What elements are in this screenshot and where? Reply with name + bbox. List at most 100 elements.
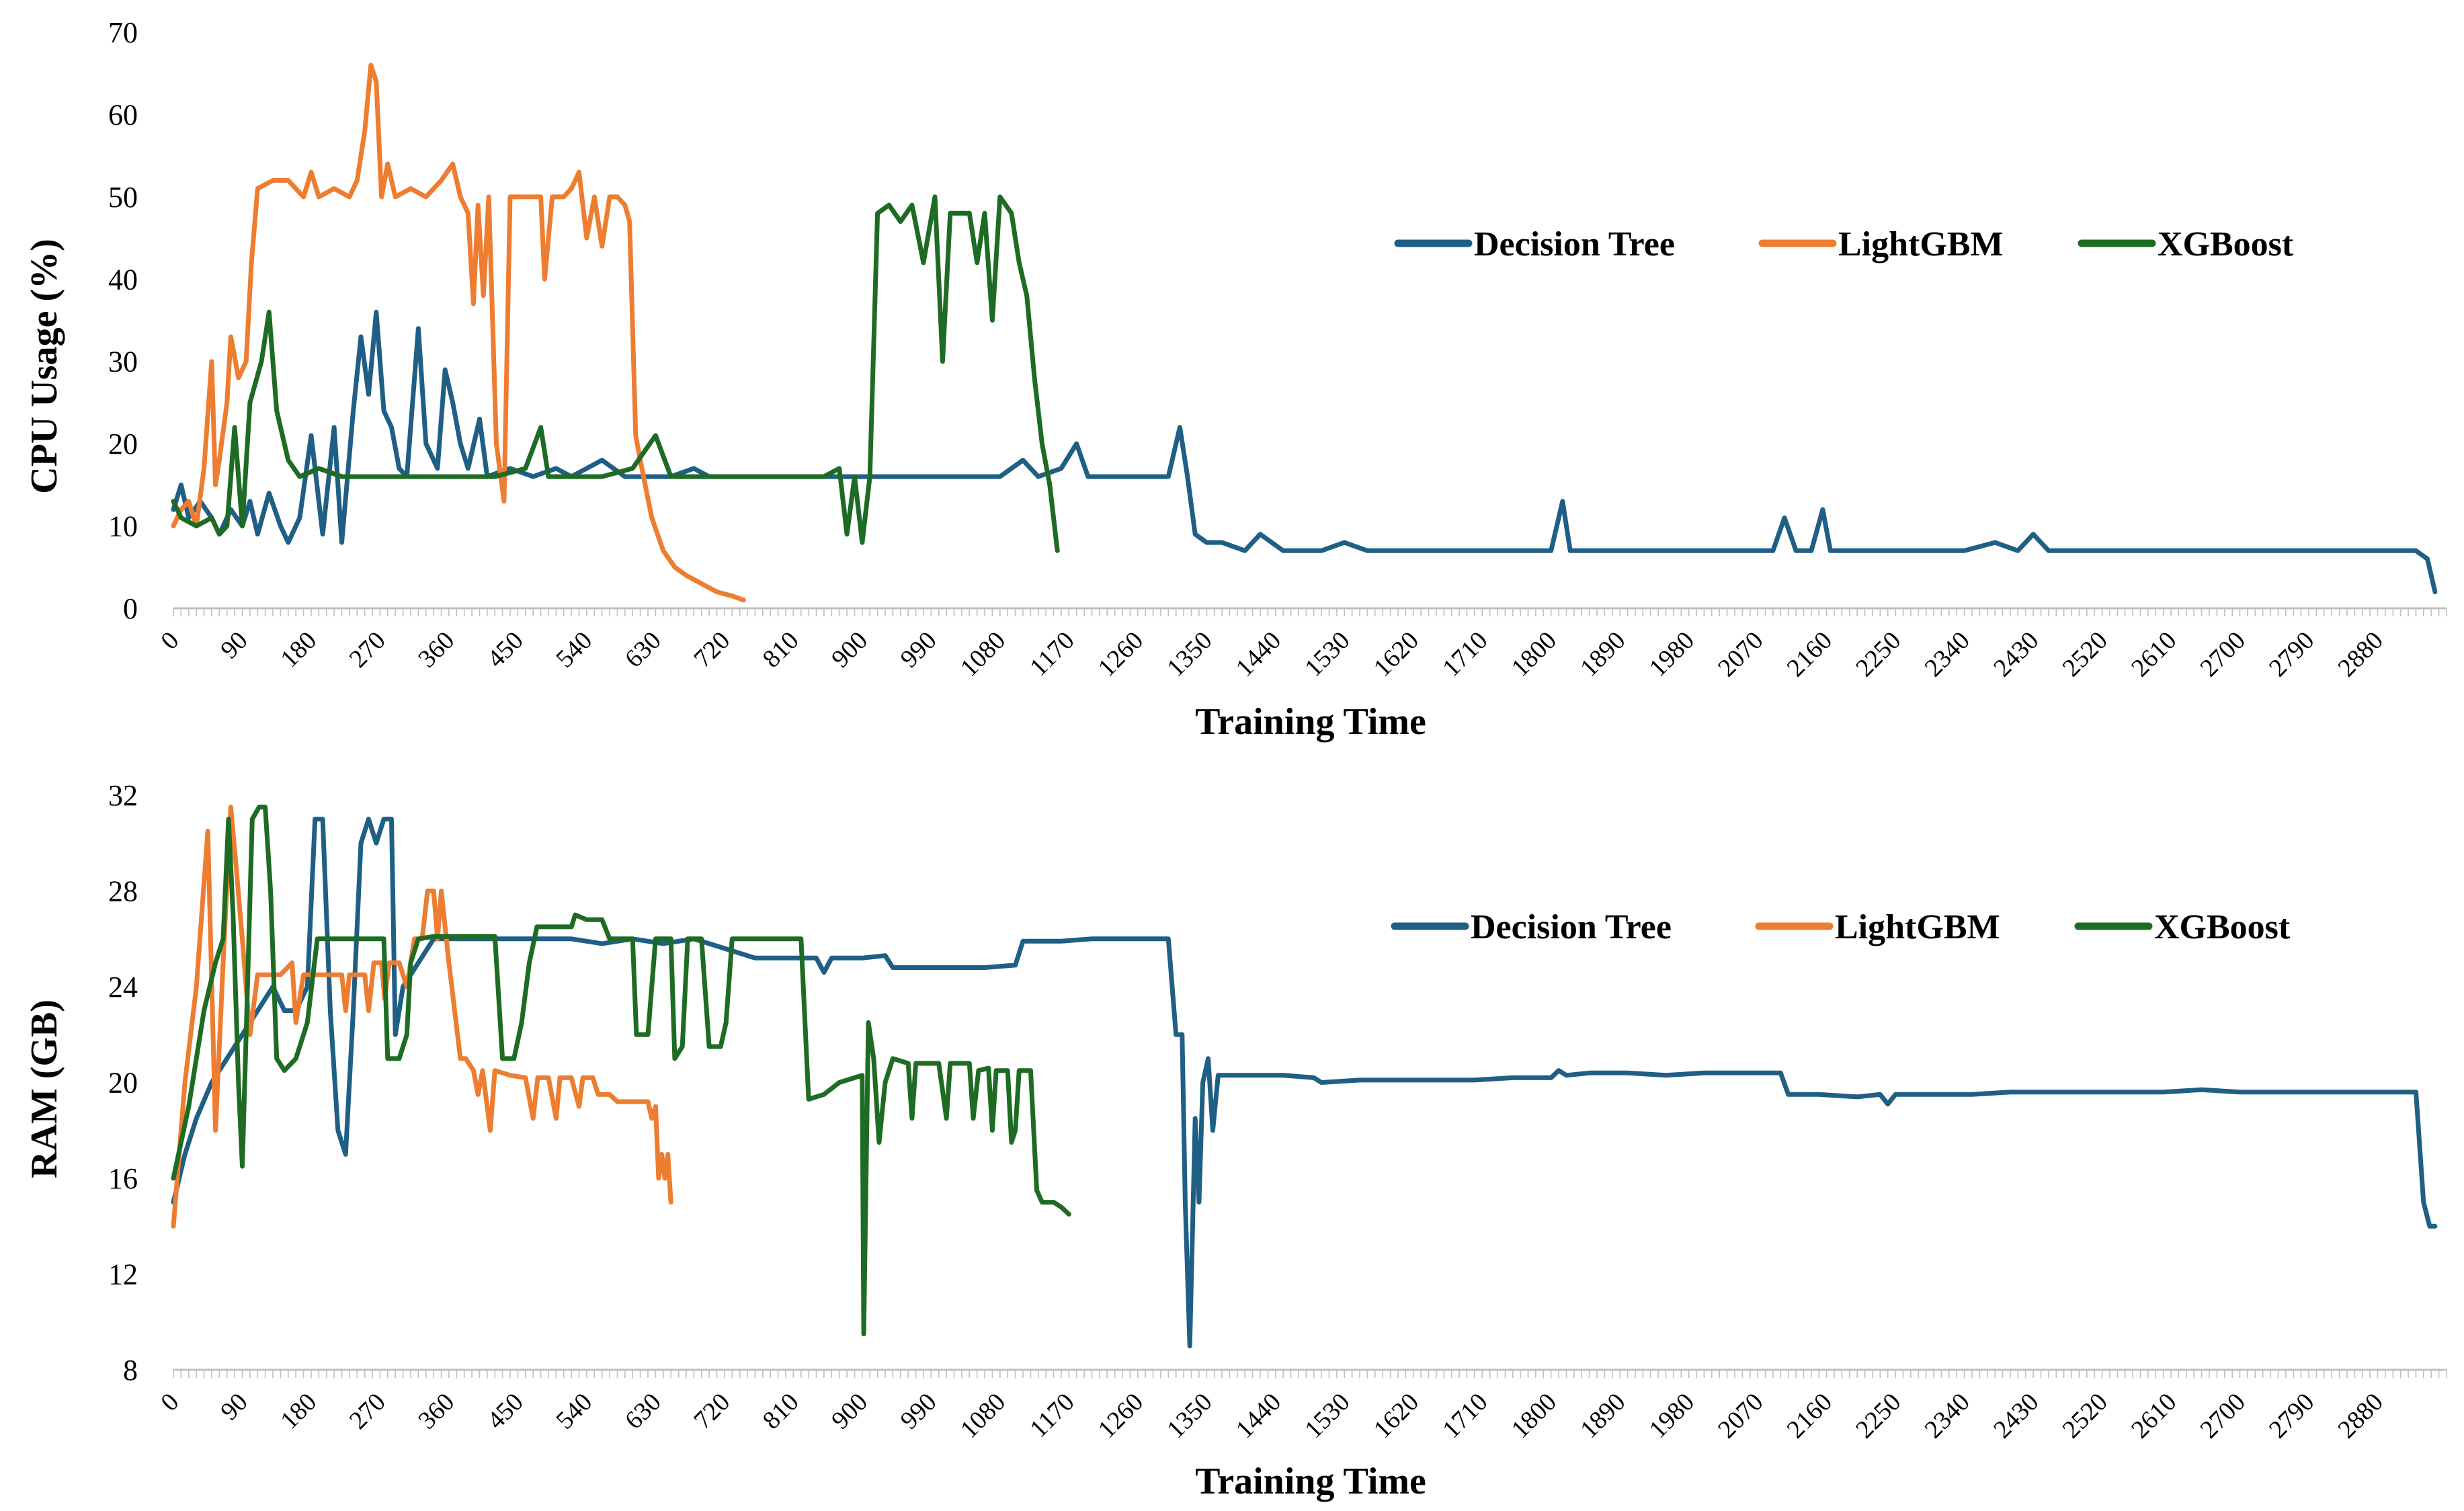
x-tick-label: 2250 bbox=[1850, 1388, 1906, 1444]
x-axis-minor-ticks bbox=[173, 608, 2447, 616]
x-tick-label: 720 bbox=[688, 626, 735, 673]
x-tick-label: 1260 bbox=[1093, 626, 1149, 682]
y-tick-label: 30 bbox=[108, 345, 138, 378]
x-tick-label: 1800 bbox=[1506, 626, 1562, 682]
series-lines bbox=[171, 63, 2438, 603]
y-tick-label: 40 bbox=[108, 263, 138, 296]
legend-label-xgboost: XGBoost bbox=[2158, 225, 2294, 263]
legend-item-lightgbm: LightGBM bbox=[1755, 908, 2000, 946]
x-tick-label: 2340 bbox=[1920, 626, 1975, 682]
x-tick-label: 1980 bbox=[1644, 1388, 1700, 1444]
legend-label-decision-tree: Decision Tree bbox=[1474, 225, 1675, 263]
y-tick-label: 32 bbox=[108, 779, 138, 812]
y-tick-label: 8 bbox=[123, 1354, 138, 1387]
x-tick-label: 0 bbox=[155, 626, 184, 655]
x-tick-label: 2160 bbox=[1782, 626, 1838, 682]
x-tick-label: 1080 bbox=[955, 1388, 1011, 1444]
x-tick-label: 2430 bbox=[1988, 626, 2044, 682]
x-tick-label: 1890 bbox=[1575, 626, 1631, 682]
x-tick-label: 2430 bbox=[1988, 1388, 2044, 1444]
x-axis-minor-ticks bbox=[173, 1370, 2447, 1378]
series-lines bbox=[171, 805, 2438, 1348]
series-line-xgboost bbox=[171, 805, 1071, 1337]
y-axis-title: CPU Usage (%) bbox=[24, 239, 65, 493]
x-tick-label: 1440 bbox=[1231, 1388, 1286, 1444]
x-tick-label: 360 bbox=[413, 626, 460, 673]
legend-item-decision-tree: Decision Tree bbox=[1394, 225, 1675, 263]
x-axis-title: Training Time bbox=[1195, 1461, 1426, 1502]
x-tick-label: 1800 bbox=[1506, 1388, 1562, 1444]
x-tick-label: 0 bbox=[155, 1388, 184, 1417]
x-tick-label: 90 bbox=[215, 626, 253, 665]
x-tick-label: 1350 bbox=[1161, 626, 1217, 682]
x-tick-label: 540 bbox=[550, 1388, 598, 1435]
legend-item-xgboost: XGBoost bbox=[2074, 908, 2291, 946]
y-tick-label: 24 bbox=[108, 971, 138, 1004]
legend-item-decision-tree: Decision Tree bbox=[1391, 908, 1672, 946]
x-tick-label: 900 bbox=[826, 626, 873, 673]
y-tick-label: 10 bbox=[108, 510, 138, 543]
x-tick-label: 2700 bbox=[2194, 1388, 2250, 1444]
x-tick-label: 2520 bbox=[2057, 626, 2113, 682]
legend-label-lightgbm: LightGBM bbox=[1835, 908, 2000, 946]
x-tick-label: 360 bbox=[413, 1388, 460, 1435]
series-line-decision-tree bbox=[171, 309, 2438, 594]
x-tick-label: 2880 bbox=[2332, 626, 2388, 682]
x-axis-title: Training Time bbox=[1195, 701, 1426, 743]
y-tick-label: 60 bbox=[108, 98, 138, 131]
x-axis bbox=[173, 1369, 2447, 1378]
x-tick-label: 810 bbox=[757, 1388, 805, 1435]
x-tick-label: 2520 bbox=[2057, 1388, 2113, 1444]
y-tick-labels: 0 10 20 30 40 50 60 70 bbox=[108, 16, 138, 625]
x-tick-label: 1710 bbox=[1437, 626, 1493, 682]
x-tick-label: 990 bbox=[895, 1388, 942, 1435]
y-tick-labels: 8 12 16 20 24 28 32 bbox=[108, 779, 138, 1387]
x-tick-label: 1980 bbox=[1644, 626, 1700, 682]
x-tick-label: 1530 bbox=[1299, 626, 1355, 682]
y-axis-title: RAM (GB) bbox=[24, 999, 65, 1178]
y-tick-label: 28 bbox=[108, 875, 138, 908]
x-tick-label: 180 bbox=[275, 626, 322, 673]
x-tick-labels: 0 90 180 270 360 450 540 630 720 810 900 990 1080 117… bbox=[155, 626, 2389, 682]
x-tick-label: 2610 bbox=[2126, 1388, 2182, 1444]
x-tick-label: 1170 bbox=[1024, 1388, 1079, 1443]
x-tick-label: 630 bbox=[620, 626, 667, 673]
x-tick-label: 1530 bbox=[1299, 1388, 1355, 1444]
y-tick-label: 0 bbox=[123, 592, 138, 625]
legend-label-xgboost: XGBoost bbox=[2154, 908, 2291, 946]
y-tick-label: 70 bbox=[108, 16, 138, 49]
x-tick-label: 2250 bbox=[1850, 626, 1906, 682]
cpu-usage-chart: 0 10 20 30 40 50 60 70 0 90 180 270 360 450 540 630 720… bbox=[24, 16, 2447, 743]
x-tick-label: 450 bbox=[482, 1388, 529, 1435]
legend-item-lightgbm: LightGBM bbox=[1758, 225, 2004, 263]
series-line-lightgbm bbox=[171, 805, 673, 1229]
x-tick-label: 2070 bbox=[1713, 626, 1768, 682]
x-tick-label: 2700 bbox=[2194, 626, 2250, 682]
x-tick-label: 450 bbox=[482, 626, 529, 673]
legend-item-xgboost: XGBoost bbox=[2078, 225, 2294, 263]
x-tick-label: 1710 bbox=[1437, 1388, 1493, 1444]
series-line-lightgbm bbox=[171, 63, 746, 603]
y-tick-label: 12 bbox=[108, 1258, 138, 1291]
x-tick-labels: 0 90 180 270 360 450 540 630 720 810 900 990 1080 117… bbox=[155, 1388, 2389, 1444]
x-tick-label: 2610 bbox=[2126, 626, 2182, 682]
x-tick-label: 270 bbox=[344, 1388, 391, 1435]
x-tick-label: 2160 bbox=[1782, 1388, 1838, 1444]
x-tick-label: 630 bbox=[620, 1388, 667, 1435]
y-tick-label: 20 bbox=[108, 427, 138, 460]
x-tick-label: 1080 bbox=[955, 626, 1011, 682]
x-tick-label: 180 bbox=[275, 1388, 322, 1435]
y-tick-label: 50 bbox=[108, 181, 138, 214]
x-tick-label: 990 bbox=[895, 626, 942, 673]
series-line-decision-tree bbox=[171, 817, 2438, 1348]
x-tick-label: 1620 bbox=[1368, 1388, 1424, 1444]
x-tick-label: 1350 bbox=[1161, 1388, 1217, 1444]
legend-label-decision-tree: Decision Tree bbox=[1471, 908, 1672, 946]
legend: Decision Tree LightGBM XGBoost bbox=[1391, 908, 2291, 946]
x-tick-label: 270 bbox=[344, 626, 391, 673]
x-tick-label: 2790 bbox=[2264, 626, 2319, 682]
x-tick-label: 1620 bbox=[1368, 626, 1424, 682]
x-tick-label: 1170 bbox=[1024, 626, 1079, 682]
